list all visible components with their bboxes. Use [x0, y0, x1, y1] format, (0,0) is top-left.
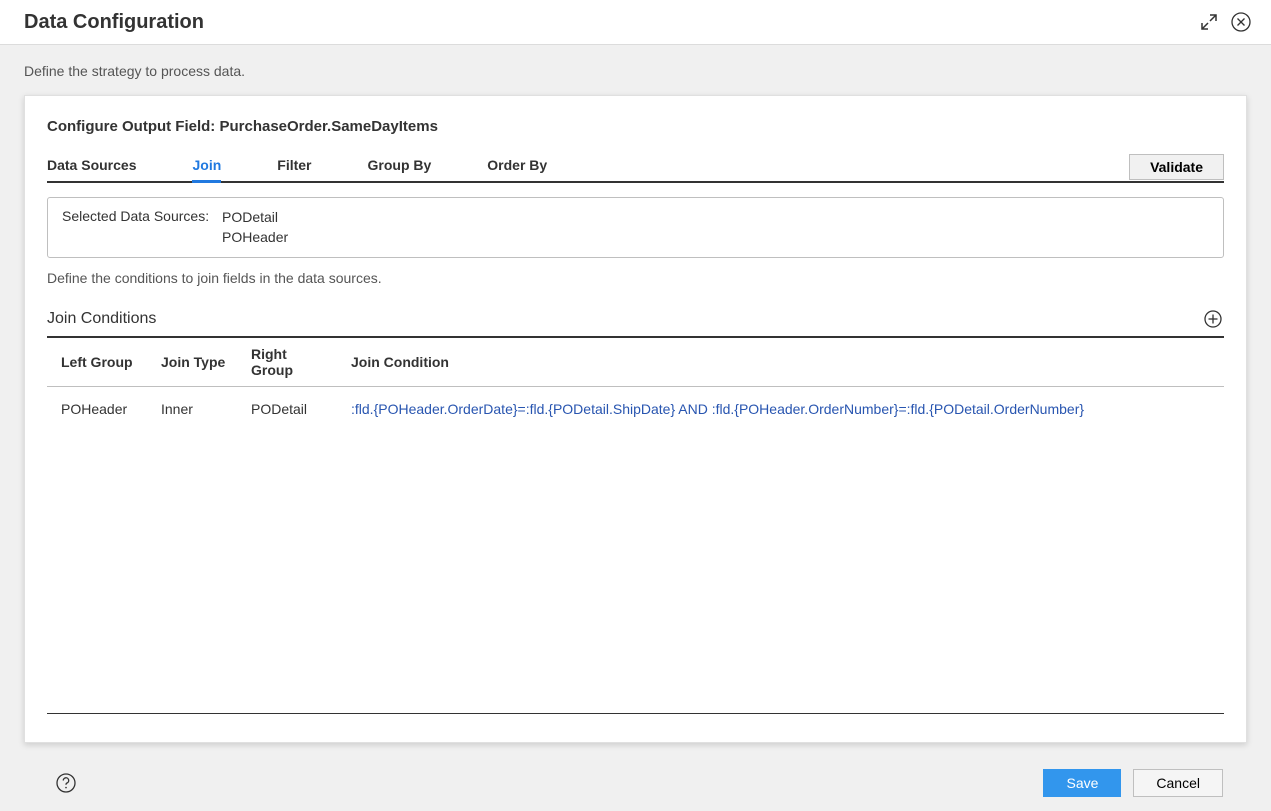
col-join-type: Join Type [147, 338, 237, 387]
col-right-group: Right Group [237, 338, 337, 387]
selected-sources-list: PODetail POHeader [222, 208, 288, 247]
dialog-title: Data Configuration [24, 11, 204, 34]
table-row[interactable]: POHeader Inner PODetail :fld.{POHeader.O… [47, 387, 1224, 424]
help-icon[interactable] [54, 771, 78, 795]
card-bottom-padding [47, 714, 1224, 742]
config-card: Configure Output Field: PurchaseOrder.Sa… [24, 95, 1247, 743]
cell-join-condition[interactable]: :fld.{POHeader.OrderDate}=:fld.{PODetail… [337, 387, 1224, 424]
selected-sources-box: Selected Data Sources: PODetail POHeader [47, 197, 1224, 258]
header-controls [1197, 10, 1253, 34]
tab-group-by[interactable]: Group By [368, 153, 432, 181]
tab-join[interactable]: Join [192, 153, 221, 181]
join-hint-text: Define the conditions to join fields in … [47, 270, 1224, 286]
selected-source-item: POHeader [222, 228, 288, 248]
tabs: Data Sources Join Filter Group By Order … [47, 153, 603, 181]
add-condition-icon[interactable] [1202, 308, 1224, 330]
dialog-footer: Save Cancel [24, 759, 1247, 811]
table-header-row: Left Group Join Type Right Group Join Co… [47, 338, 1224, 387]
close-icon[interactable] [1229, 10, 1253, 34]
col-left-group: Left Group [47, 338, 147, 387]
join-conditions-header: Join Conditions [47, 308, 1224, 338]
save-button[interactable]: Save [1043, 769, 1121, 797]
card-spacer [47, 423, 1224, 705]
cell-right-group: PODetail [237, 387, 337, 424]
join-conditions-table: Left Group Join Type Right Group Join Co… [47, 338, 1224, 423]
dialog-body: Define the strategy to process data. Con… [0, 45, 1271, 811]
validate-button[interactable]: Validate [1129, 154, 1224, 180]
cell-join-type: Inner [147, 387, 237, 424]
join-conditions-title: Join Conditions [47, 310, 156, 328]
tab-filter[interactable]: Filter [277, 153, 311, 181]
tab-data-sources[interactable]: Data Sources [47, 153, 136, 181]
selected-sources-label: Selected Data Sources: [62, 208, 222, 247]
expand-icon[interactable] [1197, 10, 1221, 34]
cancel-button[interactable]: Cancel [1133, 769, 1223, 797]
dialog-subtitle: Define the strategy to process data. [24, 63, 1247, 79]
col-join-condition: Join Condition [337, 338, 1224, 387]
configure-title: Configure Output Field: PurchaseOrder.Sa… [47, 118, 1224, 135]
selected-source-item: PODetail [222, 208, 288, 228]
tab-order-by[interactable]: Order By [487, 153, 547, 181]
dialog-header: Data Configuration [0, 0, 1271, 45]
tabs-row: Data Sources Join Filter Group By Order … [47, 153, 1224, 183]
cell-left-group: POHeader [47, 387, 147, 424]
